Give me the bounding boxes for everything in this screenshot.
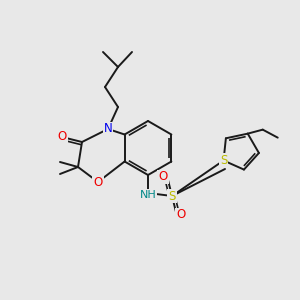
Text: O: O [93,176,103,188]
Text: O: O [57,130,67,143]
Text: S: S [168,190,176,202]
Text: NH: NH [140,190,156,200]
Text: O: O [176,208,186,221]
Text: S: S [220,154,227,167]
Text: O: O [158,170,168,184]
Text: N: N [103,122,112,136]
